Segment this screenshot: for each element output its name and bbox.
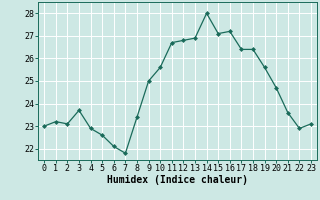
X-axis label: Humidex (Indice chaleur): Humidex (Indice chaleur) — [107, 175, 248, 185]
